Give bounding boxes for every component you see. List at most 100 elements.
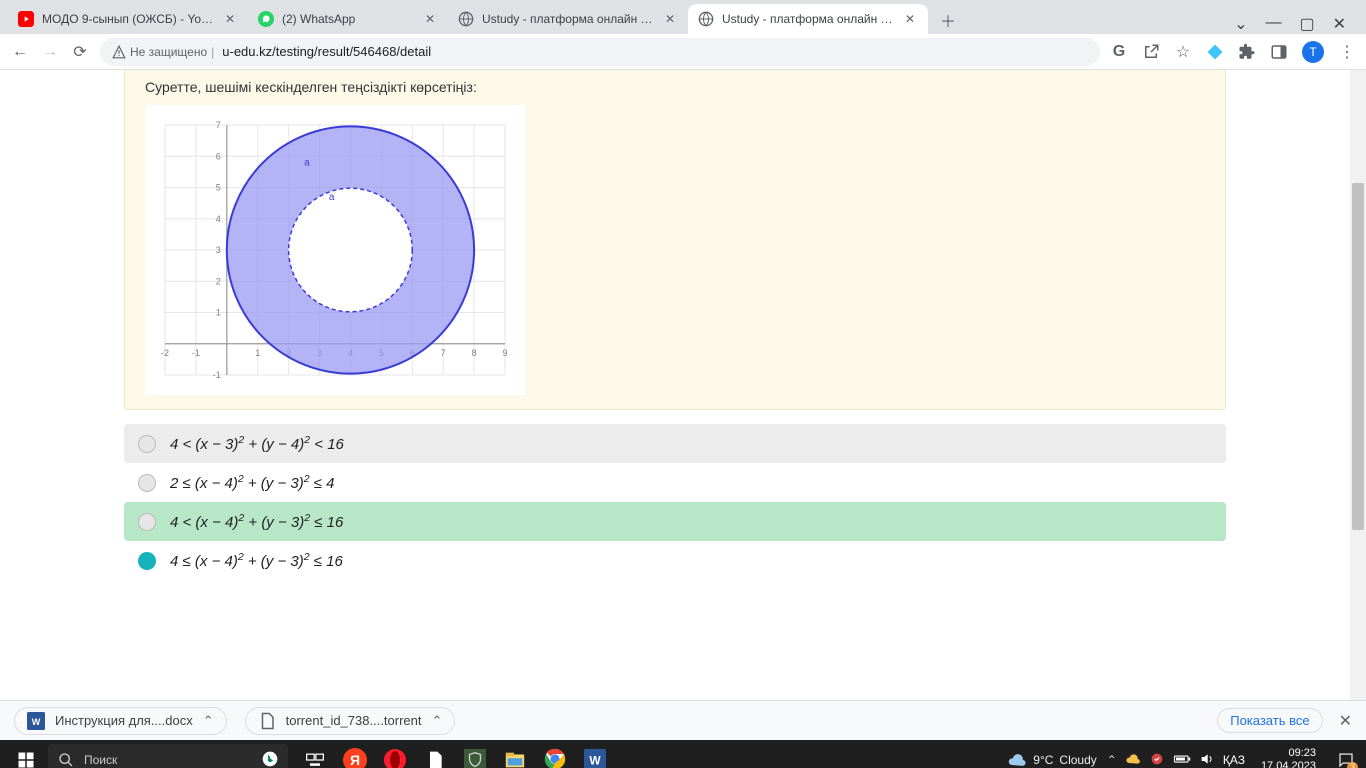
tab-strip: МОДО 9-сынып (ОЖСБ) - YouTu ✕ (2) WhatsA…: [0, 0, 1366, 34]
globe-icon: [458, 11, 474, 27]
close-icon[interactable]: ✕: [902, 11, 918, 27]
notifications-icon[interactable]: 3: [1332, 746, 1360, 768]
show-all-downloads-button[interactable]: Показать все: [1217, 708, 1322, 733]
file-icon[interactable]: [416, 740, 454, 768]
svg-text:-1: -1: [192, 348, 200, 358]
close-window-icon[interactable]: ✕: [1333, 14, 1346, 34]
answer-formula: 2 ≤ (x − 4)2 + (y − 3)2 ≤ 4: [170, 473, 334, 492]
svg-text:a: a: [329, 192, 335, 203]
weather-label: Cloudy: [1059, 753, 1096, 767]
answer-option[interactable]: 4 ≤ (x − 4)2 + (y − 3)2 ≤ 16: [124, 541, 1226, 580]
close-icon[interactable]: ✕: [222, 11, 238, 27]
search-placeholder: Поиск: [84, 753, 117, 767]
answer-option[interactable]: 4 < (x − 3)2 + (y − 4)2 < 16: [124, 424, 1226, 463]
tab-ustudy-2[interactable]: Ustudy - платформа онлайн тес ✕: [688, 4, 928, 34]
volume-icon[interactable]: [1199, 751, 1215, 768]
tab-label: Ustudy - платформа онлайн тес: [482, 12, 656, 26]
downloads-shelf: W Инструкция для....docx ⌃ torrent_id_73…: [0, 700, 1366, 740]
tray-chevron-icon[interactable]: ⌃: [1107, 753, 1117, 767]
scrollbar-track[interactable]: [1350, 70, 1366, 700]
chrome-top: МОДО 9-сынып (ОЖСБ) - YouTu ✕ (2) WhatsA…: [0, 0, 1366, 70]
address-bar[interactable]: Не защищено | u-edu.kz/testing/result/54…: [100, 38, 1100, 66]
url-text: u-edu.kz/testing/result/546468/detail: [222, 44, 431, 59]
sidepanel-icon[interactable]: [1270, 43, 1288, 61]
globe-icon: [698, 11, 714, 27]
answer-option[interactable]: 2 ≤ (x − 4)2 + (y − 3)2 ≤ 4: [124, 463, 1226, 502]
share-icon[interactable]: [1142, 43, 1160, 61]
back-button[interactable]: ←: [10, 43, 30, 61]
page-viewport: Суретте, шешімі кескінделген теңсіздікті…: [0, 70, 1366, 700]
menu-icon[interactable]: ⋮: [1338, 43, 1356, 61]
tab-ustudy-1[interactable]: Ustudy - платформа онлайн тес ✕: [448, 4, 688, 34]
word-icon[interactable]: W: [576, 740, 614, 768]
maximize-icon[interactable]: ▢: [1299, 14, 1314, 34]
radio-icon[interactable]: [138, 474, 156, 492]
shield-app-icon[interactable]: [456, 740, 494, 768]
svg-text:-1: -1: [213, 370, 221, 380]
radio-icon[interactable]: [138, 513, 156, 531]
svg-text:Я: Я: [350, 752, 360, 768]
tab-label: Ustudy - платформа онлайн тес: [722, 12, 896, 26]
extensions-icon[interactable]: [1238, 43, 1256, 61]
yandex-icon[interactable]: Я: [336, 740, 374, 768]
tab-label: (2) WhatsApp: [282, 12, 416, 26]
question-card: Суретте, шешімі кескінделген теңсіздікті…: [124, 70, 1226, 410]
answer-formula: 4 < (x − 4)2 + (y − 3)2 ≤ 16: [170, 512, 343, 531]
download-item-torrent[interactable]: torrent_id_738....torrent ⌃: [245, 707, 456, 735]
page-content: Суретте, шешімі кескінделген теңсіздікті…: [0, 70, 1350, 700]
svg-text:6: 6: [216, 151, 221, 161]
battery-icon[interactable]: [1173, 750, 1191, 768]
svg-text:1: 1: [255, 348, 260, 358]
radio-icon[interactable]: [138, 435, 156, 453]
svg-text:W: W: [32, 716, 41, 726]
start-button[interactable]: [6, 740, 46, 768]
profile-avatar[interactable]: T: [1302, 41, 1324, 63]
minimize-icon[interactable]: ―: [1265, 14, 1281, 34]
taskbar: Поиск Я W 9°C Cloudy ⌃: [0, 740, 1366, 768]
answer-option[interactable]: 4 < (x − 4)2 + (y − 3)2 ≤ 16: [124, 502, 1226, 541]
reload-button[interactable]: ⟳: [70, 42, 90, 62]
close-icon[interactable]: ✕: [422, 11, 438, 27]
close-icon[interactable]: ✕: [662, 11, 678, 27]
bing-icon: [262, 751, 278, 768]
forward-button[interactable]: →: [40, 43, 60, 61]
svg-text:-2: -2: [161, 348, 169, 358]
antivirus-icon[interactable]: [1149, 751, 1165, 768]
language-indicator[interactable]: ҚАЗ: [1223, 753, 1245, 767]
window-controls: ⌄ ― ▢ ✕: [1234, 14, 1358, 34]
whatsapp-icon: [258, 11, 274, 27]
radio-icon[interactable]: [138, 552, 156, 570]
taskbar-search[interactable]: Поиск: [48, 744, 288, 768]
youtube-icon: [18, 11, 34, 27]
clock[interactable]: 09:23 17.04.2023: [1261, 747, 1316, 768]
scrollbar-thumb[interactable]: [1352, 183, 1364, 530]
diamond-ext-icon[interactable]: [1206, 43, 1224, 61]
weather-widget[interactable]: 9°C Cloudy: [1007, 750, 1097, 768]
svg-text:7: 7: [441, 348, 446, 358]
chevron-down-icon[interactable]: ⌄: [1234, 14, 1247, 34]
google-icon[interactable]: G: [1110, 43, 1128, 61]
chevron-up-icon[interactable]: ⌃: [203, 713, 214, 729]
svg-text:7: 7: [216, 120, 221, 130]
svg-text:a: a: [304, 158, 310, 169]
tab-youtube[interactable]: МОДО 9-сынып (ОЖСБ) - YouTu ✕: [8, 4, 248, 34]
new-tab-button[interactable]: ＋: [934, 6, 962, 34]
svg-text:5: 5: [216, 183, 221, 193]
close-downloads-icon[interactable]: ✕: [1339, 711, 1352, 731]
svg-text:W: W: [589, 754, 601, 768]
download-item-docx[interactable]: W Инструкция для....docx ⌃: [14, 707, 227, 735]
chrome-icon[interactable]: [536, 740, 574, 768]
opera-icon[interactable]: [376, 740, 414, 768]
weather-temp: 9°C: [1033, 753, 1053, 767]
not-secure-icon: Не защищено |: [112, 45, 214, 59]
task-view-icon[interactable]: [296, 740, 334, 768]
toolbar-right: G ☆ T ⋮: [1110, 41, 1356, 63]
notif-badge: 3: [1347, 762, 1358, 768]
file-explorer-icon[interactable]: [496, 740, 534, 768]
star-icon[interactable]: ☆: [1174, 43, 1192, 61]
answer-formula: 4 < (x − 3)2 + (y − 4)2 < 16: [170, 434, 344, 453]
browser-toolbar: ← → ⟳ Не защищено | u-edu.kz/testing/res…: [0, 34, 1366, 70]
onedrive-icon[interactable]: [1125, 751, 1141, 768]
chevron-up-icon[interactable]: ⌃: [432, 713, 443, 729]
tab-whatsapp[interactable]: (2) WhatsApp ✕: [248, 4, 448, 34]
